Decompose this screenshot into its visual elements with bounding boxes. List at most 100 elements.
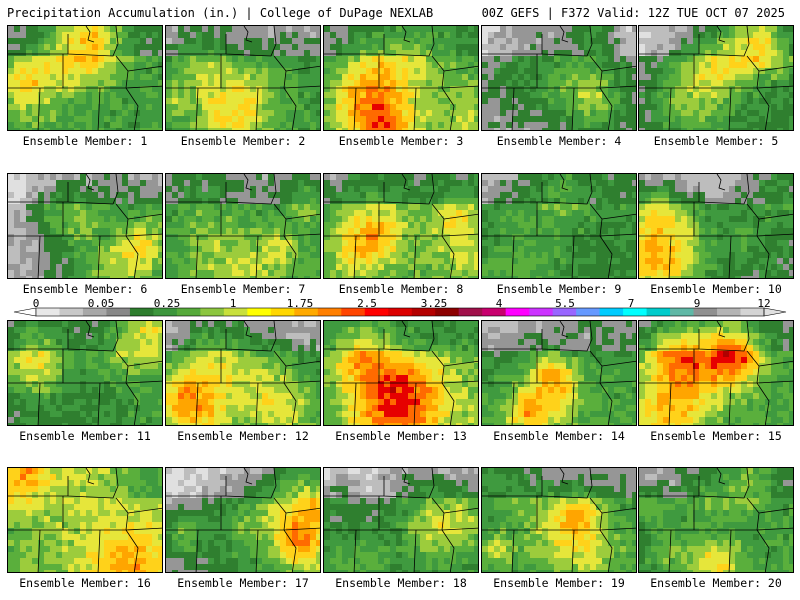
colorbar-swatch bbox=[576, 308, 601, 316]
colorbar-swatch bbox=[623, 308, 647, 316]
precip-field bbox=[8, 26, 162, 130]
precip-map bbox=[481, 320, 637, 426]
state-borders bbox=[166, 321, 320, 425]
precip-map bbox=[7, 467, 163, 573]
colorbar-swatch bbox=[294, 308, 319, 316]
precip-map bbox=[638, 320, 794, 426]
state-borders bbox=[324, 321, 478, 425]
colorbar-swatch bbox=[176, 308, 201, 316]
state-borders bbox=[482, 321, 636, 425]
precip-field bbox=[8, 468, 162, 572]
state-borders bbox=[324, 468, 478, 572]
colorbar-swatch bbox=[82, 308, 107, 316]
state-borders bbox=[482, 468, 636, 572]
precip-field bbox=[482, 321, 636, 425]
precip-field bbox=[166, 26, 320, 130]
state-borders bbox=[324, 26, 478, 130]
colorbar-tick-label: 5.5 bbox=[555, 297, 575, 310]
colorbar-swatch bbox=[247, 308, 272, 316]
precip-field bbox=[639, 321, 793, 425]
state-borders bbox=[324, 174, 478, 278]
precip-map bbox=[323, 320, 479, 426]
ensemble-member-label: Ensemble Member: 6 bbox=[22, 282, 148, 296]
colorbar-swatch bbox=[599, 308, 624, 316]
ensemble-member-label: Ensemble Member: 18 bbox=[335, 576, 467, 590]
precip-map bbox=[638, 173, 794, 279]
state-borders bbox=[166, 174, 320, 278]
precip-map bbox=[323, 173, 479, 279]
colorbar-tick-label: 1 bbox=[229, 297, 237, 310]
precip-field bbox=[639, 26, 793, 130]
colorbar-swatch bbox=[740, 308, 765, 316]
ensemble-member-label: Ensemble Member: 17 bbox=[177, 576, 309, 590]
ensemble-member-label: Ensemble Member: 14 bbox=[493, 429, 625, 443]
colorbar-swatch bbox=[153, 308, 178, 316]
colorbar-swatch bbox=[364, 308, 389, 316]
precip-map bbox=[7, 25, 163, 131]
ensemble-member-label: Ensemble Member: 9 bbox=[496, 282, 622, 296]
colorbar-swatch bbox=[693, 308, 718, 316]
map-title: Precipitation Accumulation (in.) | Colle… bbox=[7, 6, 434, 20]
precip-field bbox=[324, 468, 478, 572]
precip-field bbox=[8, 321, 162, 425]
colorbar-swatch bbox=[317, 308, 342, 316]
colorbar-tick-label: 0.05 bbox=[87, 297, 115, 310]
precip-field bbox=[166, 174, 320, 278]
precip-map bbox=[165, 25, 321, 131]
precip-field bbox=[639, 174, 793, 278]
colorbar-tick-label: 1.75 bbox=[286, 297, 314, 310]
ensemble-member-label: Ensemble Member: 16 bbox=[19, 576, 151, 590]
precip-map bbox=[323, 467, 479, 573]
colorbar-swatch bbox=[717, 308, 741, 316]
state-borders bbox=[639, 174, 793, 278]
colorbar-swatch bbox=[552, 308, 577, 316]
ensemble-member-label: Ensemble Member: 20 bbox=[650, 576, 782, 590]
ensemble-member-label: Ensemble Member: 5 bbox=[653, 134, 779, 148]
precip-map bbox=[323, 25, 479, 131]
precip-map bbox=[638, 467, 794, 573]
ensemble-member-label: Ensemble Member: 8 bbox=[338, 282, 464, 296]
ensemble-member-label: Ensemble Member: 3 bbox=[338, 134, 464, 148]
colorbar-swatch bbox=[482, 308, 507, 316]
colorbar-swatch bbox=[36, 308, 60, 316]
precip-map bbox=[7, 320, 163, 426]
state-borders bbox=[639, 468, 793, 572]
colorbar-swatch bbox=[411, 308, 436, 316]
ensemble-member-label: Ensemble Member: 1 bbox=[22, 134, 148, 148]
state-borders bbox=[8, 321, 162, 425]
colorbar-tick-label: 9 bbox=[693, 297, 701, 310]
precip-field bbox=[482, 26, 636, 130]
colorbar-swatch bbox=[435, 308, 460, 316]
ensemble-member-label: Ensemble Member: 12 bbox=[177, 429, 309, 443]
colorbar-swatch bbox=[646, 308, 671, 316]
state-borders bbox=[8, 468, 162, 572]
state-borders bbox=[166, 468, 320, 572]
colorbar-tick-label: 2.5 bbox=[357, 297, 377, 310]
ensemble-member-label: Ensemble Member: 10 bbox=[650, 282, 782, 296]
precip-field bbox=[482, 174, 636, 278]
state-borders bbox=[8, 174, 162, 278]
colorbar-swatch bbox=[59, 308, 84, 316]
precip-field bbox=[166, 468, 320, 572]
colorbar-tick-label: 0.25 bbox=[153, 297, 181, 310]
precip-map bbox=[481, 173, 637, 279]
precip-field bbox=[324, 174, 478, 278]
ensemble-member-label: Ensemble Member: 19 bbox=[493, 576, 625, 590]
colorbar-tick-label: 12 bbox=[757, 297, 771, 310]
precip-field bbox=[482, 468, 636, 572]
state-borders bbox=[8, 26, 162, 130]
colorbar-swatch bbox=[505, 308, 530, 316]
ensemble-member-label: Ensemble Member: 11 bbox=[19, 429, 151, 443]
colorbar-swatch bbox=[200, 308, 225, 316]
colorbar-swatch bbox=[388, 308, 413, 316]
ensemble-member-label: Ensemble Member: 7 bbox=[180, 282, 306, 296]
colorbar-tick-label: 3.25 bbox=[420, 297, 448, 310]
colorbar-swatch bbox=[458, 308, 483, 316]
colorbar-swatch bbox=[106, 308, 131, 316]
colorbar-tick-label: 7 bbox=[627, 297, 635, 310]
colorbar-swatch bbox=[529, 308, 554, 316]
ensemble-member-label: Ensemble Member: 2 bbox=[180, 134, 306, 148]
state-borders bbox=[639, 26, 793, 130]
precip-map bbox=[481, 25, 637, 131]
precip-field bbox=[166, 321, 320, 425]
